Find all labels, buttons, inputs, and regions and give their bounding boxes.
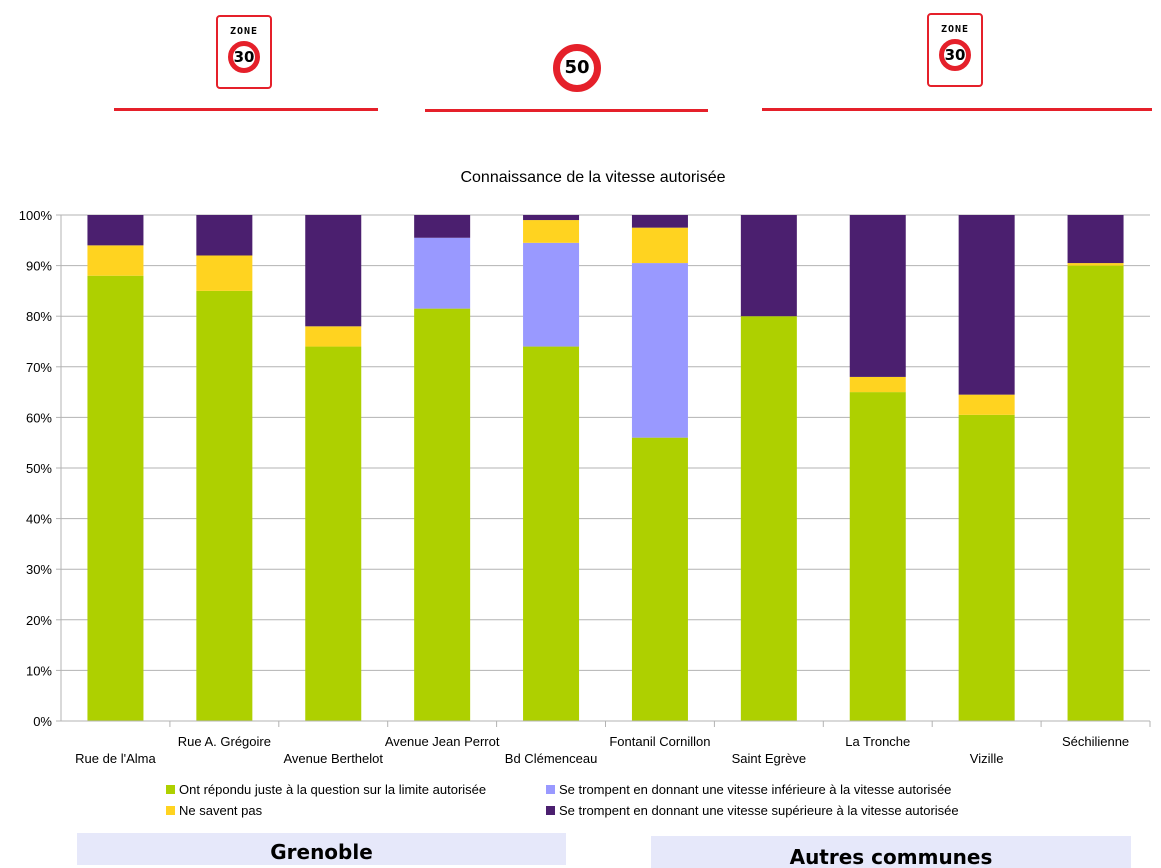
bar-segment (523, 242, 580, 347)
speed-limit-30: 30 (228, 41, 260, 73)
legend-label: Ont répondu juste à la question sur la l… (179, 782, 486, 797)
x-tick-label: Rue de l'Alma (75, 751, 156, 766)
legend-label: Ne savent pas (179, 803, 263, 818)
x-tick-label: Bd Clémenceau (505, 751, 598, 766)
group-label-grenoble-text: Grenoble (270, 840, 373, 864)
x-tick-label: Saint Egrève (732, 751, 806, 766)
bar-segment (305, 215, 362, 327)
bar-segment (1067, 265, 1124, 721)
red-line-left (114, 108, 378, 111)
bar-segment (414, 237, 471, 309)
bar-segment (958, 215, 1015, 395)
zone-word: ZONE (940, 24, 970, 35)
x-tick-label: Fontanil Cornillon (609, 734, 710, 749)
bar-segment (523, 346, 580, 721)
group-label-others: Autres communes (651, 836, 1131, 868)
speed-limit-30: 30 (939, 39, 971, 71)
bar-segment (958, 414, 1015, 721)
y-tick-label: 90% (26, 259, 52, 274)
y-tick-label: 60% (26, 410, 52, 425)
bar-segment (87, 245, 144, 276)
speed-knowledge-chart: Connaissance de la vitesse autorisée 0% 1… (19, 169, 1151, 818)
x-tick-label: Rue A. Grégoire (178, 734, 271, 749)
y-tick-label: 40% (26, 512, 52, 527)
bar-segment (1067, 215, 1124, 264)
bar-segment (87, 275, 144, 721)
zone-word: ZONE (229, 26, 259, 37)
zone-30-sign-right: ZONE 30 (927, 13, 983, 87)
x-tick-label: Vizille (970, 751, 1004, 766)
bar-segment (958, 394, 1015, 415)
y-tick-label: 20% (26, 613, 52, 628)
y-tick-label: 100% (19, 208, 53, 223)
chart-title: Connaissance de la vitesse autorisée (460, 169, 725, 186)
red-line-right (762, 108, 1152, 111)
axes: 0% 10% 20% 30% 40% 50% 60% 70% 80% 90% 100% Rue de … (19, 208, 1151, 766)
bar-segment (414, 308, 471, 721)
legend-swatch (166, 806, 175, 815)
bar-segment (849, 376, 906, 393)
legend-swatch (546, 785, 555, 794)
x-tick-label: La Tronche (845, 734, 910, 749)
x-tick-label: Avenue Berthelot (284, 751, 384, 766)
bar-segment (740, 316, 797, 721)
speed-limit-50-sign: 50 (553, 44, 601, 92)
bars (87, 215, 1124, 721)
legend-swatch (546, 806, 555, 815)
y-tick-label: 50% (26, 461, 52, 476)
group-label-others-text: Autres communes (789, 845, 993, 868)
y-tick-label: 10% (26, 663, 52, 678)
bar-segment (849, 392, 906, 721)
bar-segment (631, 215, 688, 228)
group-label-grenoble: Grenoble (77, 833, 566, 865)
bar-segment (1067, 263, 1124, 266)
bar-segment (196, 290, 253, 721)
legend-label: Se trompent en donnant une vitesse infér… (559, 782, 951, 797)
zone-30-sign-left: ZONE 30 (216, 15, 272, 89)
legend-swatch (166, 785, 175, 794)
bar-segment (631, 227, 688, 264)
bar-segment (196, 215, 253, 256)
bar-segment (523, 215, 580, 221)
bar-segment (196, 255, 253, 291)
y-tick-label: 70% (26, 360, 52, 375)
bar-segment (523, 220, 580, 243)
bar-segment (305, 346, 362, 721)
bar-segment (849, 215, 906, 377)
bar-segment (414, 215, 471, 238)
bar-segment (305, 326, 362, 347)
x-tick-label: Avenue Jean Perrot (385, 734, 500, 749)
y-tick-label: 80% (26, 309, 52, 324)
x-tick-label: Séchilienne (1062, 734, 1129, 749)
legend: Ont répondu juste à la question sur la l… (166, 782, 959, 818)
bar-segment (740, 215, 797, 317)
legend-label: Se trompent en donnant une vitesse supér… (559, 803, 959, 818)
y-tick-label: 0% (33, 714, 52, 729)
y-tick-label: 30% (26, 562, 52, 577)
bar-segment (631, 437, 688, 721)
bar-segment (631, 263, 688, 438)
bar-segment (87, 215, 144, 246)
red-line-middle (425, 109, 708, 112)
